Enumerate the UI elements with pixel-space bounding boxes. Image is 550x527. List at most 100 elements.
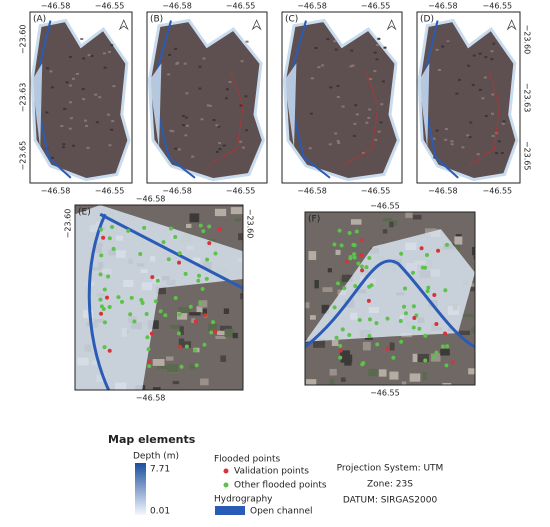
flooded-point [443, 288, 448, 293]
right-coord: −23.60 [246, 209, 255, 239]
texture [309, 315, 316, 320]
maps: (A) −46.58 −46.55 −46.58 −46.55 −23.60 −23.63 −… [19, 2, 532, 403]
texture [368, 368, 378, 377]
flooded-point [116, 295, 121, 300]
texture [490, 50, 494, 53]
flood [149, 63, 162, 149]
flooded-point [445, 344, 450, 349]
right-coord: −23.65 [523, 141, 532, 171]
texture [235, 218, 241, 222]
texture [457, 78, 461, 81]
texture [241, 146, 245, 149]
panel-label: (F) [308, 215, 320, 225]
texture [476, 153, 480, 156]
flooded-point [155, 278, 160, 283]
texture [389, 220, 398, 226]
texture [225, 88, 229, 91]
channel [87, 212, 243, 390]
texture [337, 142, 341, 145]
texture [50, 86, 54, 89]
flooded-point [403, 286, 408, 291]
flooded-point [158, 309, 163, 314]
texture [309, 112, 313, 115]
texture [329, 86, 333, 89]
top-coord: −46.58 [428, 2, 458, 11]
bottom-coord: −46.58 [297, 187, 327, 196]
flooded-point [354, 229, 359, 234]
flooded-point [200, 286, 205, 291]
texture [108, 144, 112, 147]
validation-point [419, 246, 424, 251]
texture [354, 104, 358, 107]
texture [189, 213, 200, 223]
texture [110, 128, 114, 131]
flooded-point [357, 318, 362, 323]
texture [184, 116, 188, 119]
texture [409, 373, 421, 382]
texture [310, 77, 314, 80]
top-coord: −46.55 [483, 2, 513, 11]
flooded-point [202, 342, 207, 347]
flooded-point [119, 299, 124, 304]
texture [220, 355, 227, 362]
flooded-point [352, 252, 357, 257]
texture [369, 78, 373, 81]
texture [381, 80, 385, 83]
texture [305, 379, 317, 385]
validation-point [150, 275, 155, 280]
flooded-point [385, 316, 390, 321]
flooded-point [102, 345, 107, 350]
texture [228, 81, 232, 84]
texture [63, 107, 67, 110]
flooded-point [132, 319, 137, 324]
flood [419, 63, 430, 149]
flooded-point [367, 333, 372, 338]
texture [329, 368, 337, 376]
texture [196, 306, 203, 313]
texture [168, 53, 172, 56]
texture [446, 40, 450, 43]
bottom-coord: −46.55 [95, 187, 125, 196]
flooded-point [374, 321, 379, 326]
flooded-point [423, 333, 428, 338]
texture [232, 332, 238, 339]
flooded-point [144, 311, 149, 316]
flooded-point [213, 251, 218, 256]
other-label: Other flooded points [234, 481, 327, 491]
texture [238, 233, 243, 241]
top-coord: −46.55 [361, 2, 391, 11]
right-coord: −23.60 [523, 25, 532, 55]
validation-point [213, 329, 218, 334]
texture [87, 54, 91, 57]
validation-point [217, 227, 222, 232]
flooded-point [111, 246, 116, 251]
texture [90, 54, 94, 57]
texture [212, 118, 216, 121]
texture [437, 69, 441, 72]
texture [339, 350, 350, 356]
texture [179, 326, 184, 335]
texture [336, 95, 340, 98]
texture [501, 122, 505, 125]
texture [483, 76, 487, 79]
texture [217, 125, 221, 128]
texture [181, 114, 185, 117]
texture [80, 38, 84, 41]
texture [198, 87, 202, 90]
texture [240, 60, 244, 63]
flood [305, 229, 475, 342]
texture [314, 46, 318, 49]
texture [69, 55, 73, 58]
flooded-point [424, 253, 429, 258]
flooded-point [367, 284, 372, 289]
validation-point [344, 259, 349, 264]
texture [364, 336, 373, 340]
left-coord: −23.60 [64, 209, 73, 239]
texture [349, 65, 353, 68]
panel-label: (E) [78, 208, 91, 218]
texture [458, 330, 470, 336]
texture [182, 124, 186, 127]
flooded-point [432, 355, 437, 360]
flooded-point [138, 252, 143, 257]
texture [321, 304, 329, 314]
